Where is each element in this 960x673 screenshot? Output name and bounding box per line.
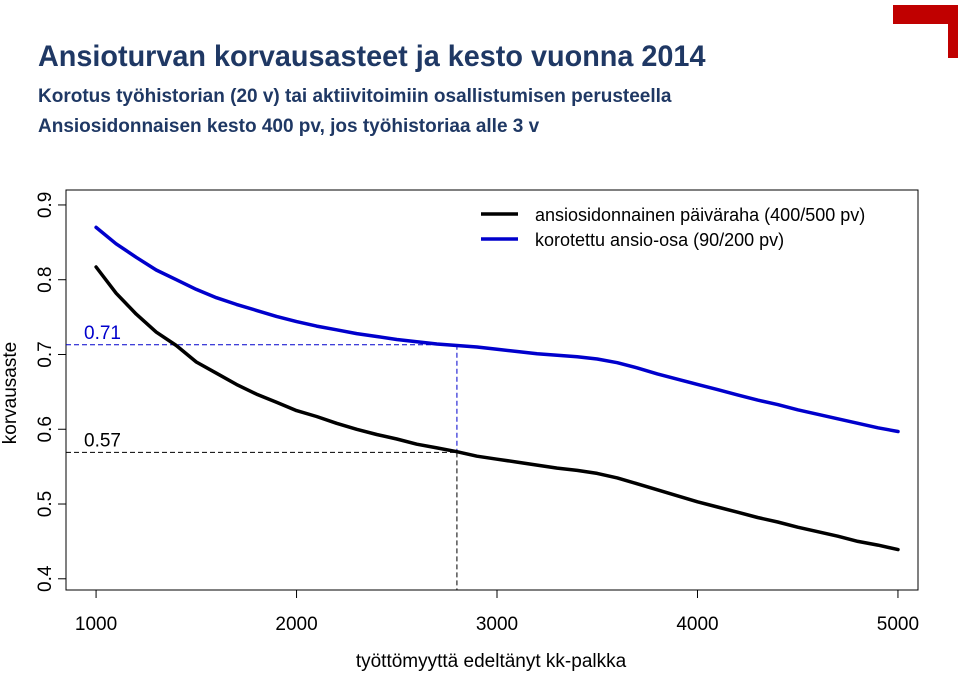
subtitle-line-2: Ansiosidonnaisen kesto 400 pv, jos työhi… xyxy=(38,116,540,137)
y-tick-label: 0.8 xyxy=(35,267,56,293)
y-axis: 0.4 0.5 0.6 0.7 0.8 0.9 xyxy=(35,192,66,592)
series-group xyxy=(94,225,900,552)
x-tick-label: 5000 xyxy=(877,614,919,635)
series-line-korotettu xyxy=(94,225,900,434)
legend-label: korotettu ansio-osa (90/200 pv) xyxy=(535,230,784,250)
y-axis-label: korvausaste xyxy=(0,342,21,444)
y-tick-label: 0.7 xyxy=(35,341,56,367)
subtitle-line-1: Korotus työhistorian (20 v) tai aktiivit… xyxy=(38,86,672,107)
y-tick-label: 0.6 xyxy=(35,416,56,442)
annotations: 0.71 0.57 xyxy=(84,323,121,452)
x-tick-label: 2000 xyxy=(275,614,317,635)
annotation-blue-value: 0.71 xyxy=(84,323,121,344)
series-line-ansiosidonnainen xyxy=(94,265,900,552)
y-tick-label: 0.5 xyxy=(35,491,56,517)
legend: ansiosidonnainen päiväraha (400/500 pv) k… xyxy=(481,205,865,250)
plot-area-frame xyxy=(65,189,919,591)
x-tick-label: 4000 xyxy=(676,614,718,635)
x-tick-label: 1000 xyxy=(75,614,117,635)
x-axis: 1000 2000 3000 4000 5000 xyxy=(75,590,919,635)
reference-guides xyxy=(66,344,458,590)
corner-logo-mark xyxy=(893,5,958,58)
page-title: Ansioturvan korvausasteet ja kesto vuonn… xyxy=(38,40,706,73)
x-axis-label: työttömyyttä edeltänyt kk-palkka xyxy=(356,651,627,672)
legend-label: ansiosidonnainen päiväraha (400/500 pv) xyxy=(535,205,865,225)
y-tick-label: 0.4 xyxy=(35,565,56,592)
annotation-black-value: 0.57 xyxy=(84,430,121,451)
y-tick-label: 0.9 xyxy=(35,192,56,218)
x-tick-label: 3000 xyxy=(476,614,518,635)
